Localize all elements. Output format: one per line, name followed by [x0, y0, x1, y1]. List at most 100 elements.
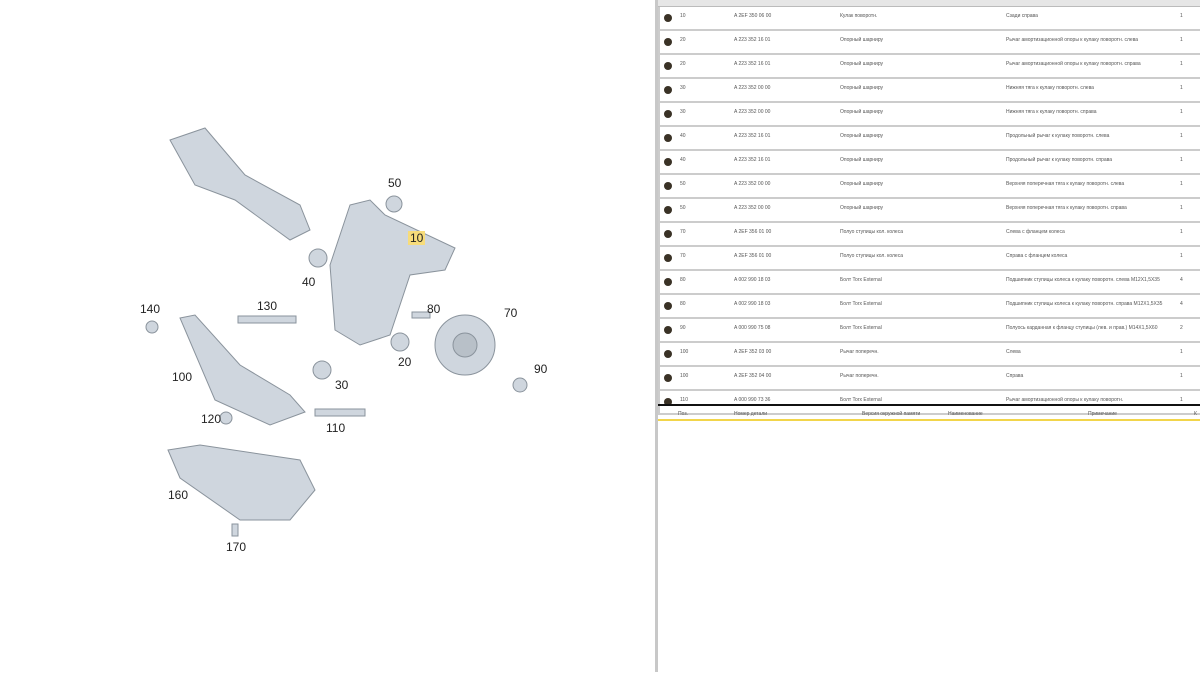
cell-note: Слева	[1006, 349, 1021, 355]
table-row[interactable]: 50 A 223 352 00 00 Опорный шарниру Верхняя …	[658, 175, 1200, 199]
underbody-panel	[167, 444, 316, 521]
info-icon[interactable]	[664, 326, 672, 334]
callout-50[interactable]: 50	[388, 176, 402, 190]
table-row[interactable]: 90 A 000 990 75 08 Болт Torx External Полуо…	[658, 319, 1200, 343]
callout-100[interactable]: 100	[172, 370, 193, 384]
callout-130[interactable]: 130	[257, 299, 278, 313]
cell-num: A 000 990 73 36	[734, 397, 771, 403]
column-header[interactable]: К	[1194, 411, 1197, 417]
callout-70[interactable]: 70	[504, 306, 518, 320]
info-icon[interactable]	[664, 38, 672, 46]
table-row[interactable]: 20 A 223 352 16 01 Опорный шарниру Рычаг ам…	[658, 55, 1200, 79]
table-row[interactable]: 20 A 223 352 16 01 Опорный шарниру Рычаг ам…	[658, 31, 1200, 55]
column-header[interactable]: Поз.	[678, 411, 688, 417]
cell-name: Полуо ступицы кол. колеса	[840, 253, 903, 259]
cell-note: Подшипник ступицы колеса к кулаку поворо…	[1006, 277, 1160, 283]
callout-40[interactable]: 40	[302, 275, 316, 289]
cell-pos: 20	[680, 37, 686, 43]
cell-name: Опорный шарниру	[840, 109, 884, 115]
callout-110[interactable]: 110	[326, 421, 346, 435]
cell-name: Опорный шарниру	[840, 37, 884, 43]
info-icon[interactable]	[664, 374, 672, 382]
cell-name: Рычаг поперечн.	[840, 349, 879, 355]
table-row[interactable]: 50 A 223 352 00 00 Опорный шарниру Верхняя …	[658, 199, 1200, 223]
cell-num: A 2EF 356 01 00	[734, 253, 772, 259]
cell-pos: 70	[680, 253, 686, 259]
column-header[interactable]: Наименование	[948, 411, 983, 417]
bolt-130	[237, 315, 297, 324]
cell-num: A 223 352 00 00	[734, 109, 771, 115]
callout-10[interactable]: 10	[408, 231, 426, 245]
lower-control-arm	[179, 314, 306, 426]
cell-pos: 100	[680, 373, 689, 379]
drive-shaft	[169, 127, 311, 241]
table-row[interactable]: 40 A 223 352 16 01 Опорный шарниру Продольн…	[658, 151, 1200, 175]
cell-pos: 100	[680, 349, 689, 355]
cell-pos: 40	[680, 157, 686, 163]
table-row[interactable]: 70 A 2EF 356 01 00 Полуо ступицы кол. коле…	[658, 223, 1200, 247]
callout-120[interactable]: 120	[201, 412, 222, 426]
column-header[interactable]: Номер детали	[734, 411, 768, 417]
cell-qty: 2	[1180, 325, 1183, 331]
info-icon[interactable]	[664, 14, 672, 22]
info-icon[interactable]	[664, 158, 672, 166]
cell-qty: 1	[1180, 373, 1183, 379]
callout-30[interactable]: 30	[335, 378, 349, 392]
cell-note: Полуось карданная к фланцу ступицы (лев.…	[1006, 325, 1158, 331]
info-icon[interactable]	[664, 230, 672, 238]
table-row[interactable]: 30 A 223 352 00 00 Опорный шарниру Нижняя т…	[658, 103, 1200, 127]
table-row[interactable]: 30 A 223 352 00 00 Опорный шарниру Нижняя т…	[658, 79, 1200, 103]
table-row[interactable]: 100 A 2EF 352 03 00 Рычаг поперечн. Слева 1	[658, 343, 1200, 367]
cell-qty: 1	[1180, 253, 1183, 259]
info-icon[interactable]	[664, 278, 672, 286]
info-icon[interactable]	[664, 62, 672, 70]
info-icon[interactable]	[664, 254, 672, 262]
table-row[interactable]: 110 A 000 990 73 36 Болт Torx External Рыча…	[658, 391, 1200, 415]
cell-note: Рычаг амортизационной опоры к кулаку пов…	[1006, 37, 1139, 43]
cell-note: Сзади справа	[1006, 13, 1038, 19]
column-header[interactable]: Версия окружной памяти	[862, 411, 921, 417]
callout-140[interactable]: 140	[140, 302, 161, 316]
cell-pos: 20	[680, 61, 686, 67]
info-icon[interactable]	[664, 350, 672, 358]
table-row[interactable]: 70 A 2EF 356 01 00 Полуо ступицы кол. коле…	[658, 247, 1200, 271]
info-icon[interactable]	[664, 110, 672, 118]
cell-qty: 1	[1180, 349, 1183, 355]
cell-num: A 000 990 75 08	[734, 325, 771, 331]
bolt-110	[314, 408, 366, 417]
suspension-illustration	[145, 127, 528, 537]
table-row[interactable]: 80 A 002 990 18 03 Болт Torx External Подши…	[658, 295, 1200, 319]
cell-pos: 50	[680, 205, 686, 211]
cell-qty: 1	[1180, 109, 1183, 115]
cell-note: Нижняя тяга к кулаку поворотн. слева	[1006, 85, 1094, 91]
cell-note: Верхняя поперечная тяга к кулаку поворот…	[1006, 205, 1127, 211]
table-row[interactable]: 100 A 2EF 352 04 00 Рычаг поперечн. Справа 1	[658, 367, 1200, 391]
callout-170[interactable]: 170	[226, 540, 247, 554]
info-icon[interactable]	[664, 86, 672, 94]
callout-80[interactable]: 80	[427, 302, 441, 316]
panel-splitter[interactable]	[655, 0, 658, 672]
callout-90[interactable]: 90	[534, 362, 548, 376]
cell-qty: 1	[1180, 85, 1183, 91]
cell-num: A 2EF 352 03 00	[734, 349, 772, 355]
info-icon[interactable]	[664, 398, 672, 406]
info-icon[interactable]	[664, 206, 672, 214]
info-icon[interactable]	[664, 134, 672, 142]
cell-num: A 223 352 00 00	[734, 205, 771, 211]
table-row[interactable]: 80 A 002 990 18 03 Болт Torx External Подши…	[658, 271, 1200, 295]
cell-pos: 30	[680, 109, 686, 115]
table-row[interactable]: 40 A 223 352 16 01 Опорный шарниру Продольн…	[658, 127, 1200, 151]
cell-qty: 1	[1180, 157, 1183, 163]
parts-table: 10 A 2EF 350 06 00 Кулак поворотн. Сзади сп…	[658, 0, 1200, 672]
info-icon[interactable]	[664, 302, 672, 310]
cell-note: Справа	[1006, 373, 1024, 379]
callout-20[interactable]: 20	[398, 355, 412, 369]
cell-num: A 223 352 16 01	[734, 133, 771, 139]
column-header[interactable]: Примечание	[1088, 411, 1117, 417]
table-row[interactable]: 10 A 2EF 350 06 00 Кулак поворотн. Сзади сп…	[658, 7, 1200, 31]
cell-qty: 4	[1180, 277, 1183, 283]
cell-note: Верхняя поперечная тяга к кулаку поворот…	[1006, 181, 1125, 187]
cell-num: A 2EF 350 06 00	[734, 13, 772, 19]
callout-160[interactable]: 160	[168, 488, 189, 502]
info-icon[interactable]	[664, 182, 672, 190]
